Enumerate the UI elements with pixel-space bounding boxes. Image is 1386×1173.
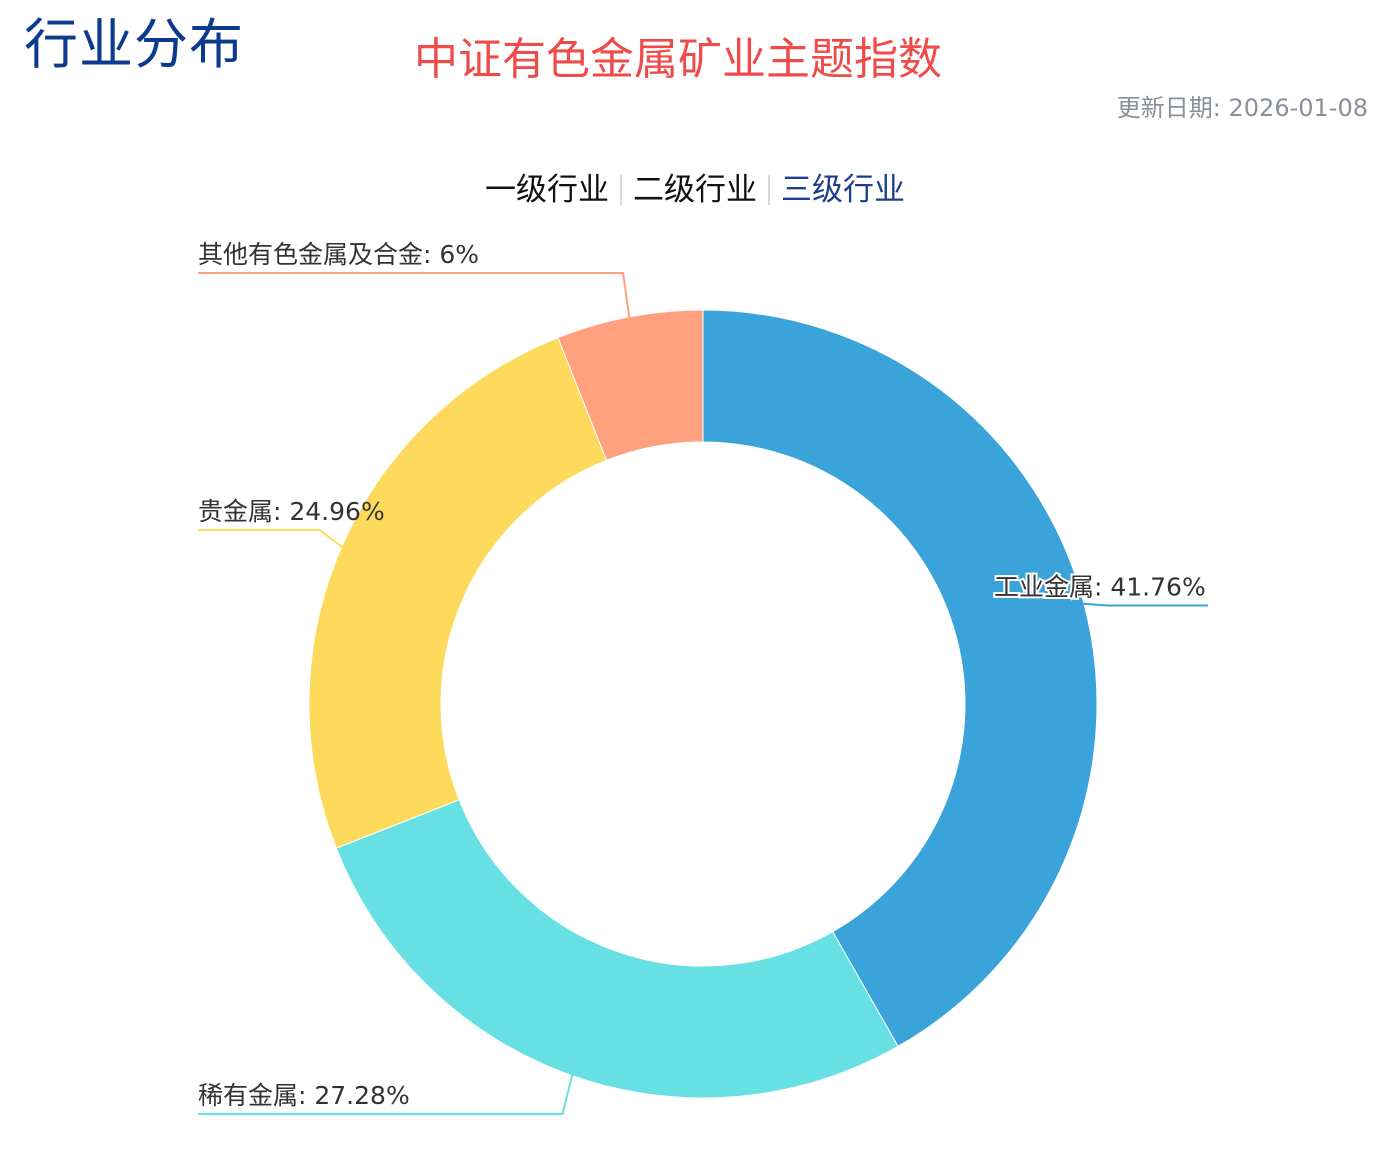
chart-title: 中证有色金属矿业主题指数 — [414, 34, 942, 85]
donut-slices — [308, 309, 1098, 1099]
tab-level-3[interactable]: 三级行业 — [781, 172, 905, 208]
update-label: 更新日期: — [1116, 94, 1221, 122]
section-title: 行业分布 — [24, 13, 244, 76]
donut-slice[interactable] — [308, 337, 608, 849]
tab-level-1[interactable]: 一级行业 — [485, 172, 609, 208]
update-info: 更新日期: 2026-01-08 — [1117, 92, 1368, 124]
tab-level-2[interactable]: 二级行业 — [633, 172, 757, 208]
slice-label: 贵金属: 24.96% — [198, 497, 385, 526]
label-leader-line — [198, 529, 345, 549]
label-leader-line — [1081, 602, 1208, 607]
slice-label: 工业金属: 41.76% — [994, 573, 1206, 602]
slice-label: 稀有金属: 27.28% — [198, 1081, 410, 1110]
update-date: 2026-01-08 — [1228, 94, 1368, 122]
donut-slice[interactable] — [702, 309, 1098, 1048]
industry-level-tabs: 一级行业 二级行业 三级行业 — [0, 168, 1386, 212]
slice-labels: 工业金属: 41.76% 稀有金属: 27.28% 贵金属: 24.96% 其他有色金… — [198, 240, 1208, 1115]
label-leader-line — [198, 1073, 574, 1115]
donut-slice[interactable] — [557, 309, 704, 462]
tab-divider — [620, 175, 622, 205]
tab-divider — [768, 175, 770, 205]
label-leader-line — [198, 272, 631, 320]
slice-label: 其他有色金属及合金: 6% — [198, 240, 479, 269]
donut-slice[interactable] — [335, 799, 899, 1099]
